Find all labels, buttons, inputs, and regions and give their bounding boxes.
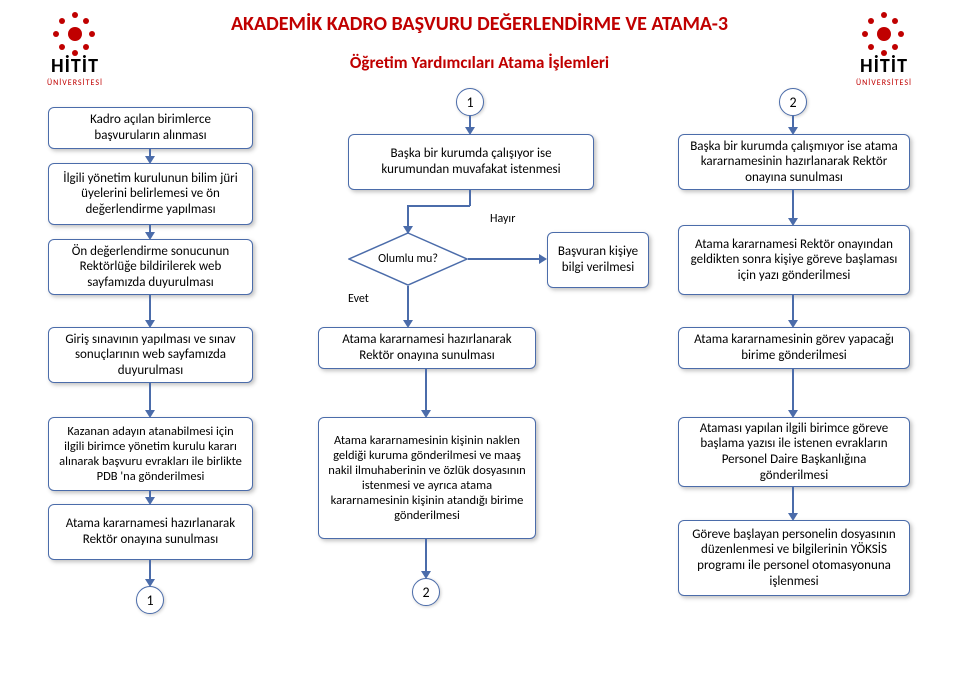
process-box-jury-preeval: İlgili yönetim kurulunun bilim jüri üyel… (48, 163, 253, 225)
page-subtitle: Öğretim Yardımcıları Atama İşlemleri (0, 52, 959, 73)
connector-1-top: 1 (456, 88, 484, 116)
process-box-decree-submit: Atama kararnamesi hazırlanarak Rektör on… (48, 504, 253, 560)
process-box-yoksis-register: Göreve başlayan personelin dosyasının dü… (678, 520, 910, 596)
process-box-winner-docs-pdb: Kazanan adayın atanabilmesi için ilgili … (48, 417, 253, 491)
page-title: AKADEMİK KADRO BAŞVURU DEĞERLENDİRME VE … (0, 12, 959, 36)
process-box-decree-approval: Atama kararnamesi hazırlanarak Rektör on… (318, 327, 536, 369)
process-box-unit-sends-docs: Ataması yapılan ilgili birimce göreve ba… (678, 417, 910, 487)
decision-olumlu: Olumlu mu? (348, 232, 468, 286)
process-box-exam-announce: Giriş sınavının yapılması ve sınav sonuç… (48, 327, 253, 383)
connector-1-bottom: 1 (136, 586, 164, 614)
edge-label-no: Hayır (490, 212, 515, 226)
connector-2-top: 2 (779, 88, 807, 116)
edge-label-yes: Evet (348, 292, 369, 306)
process-box-inform-applicant: Başvuran kişiye bilgi verilmesi (547, 232, 649, 288)
process-box-transfer-dispatch: Atama kararnamesinin kişinin naklen geld… (318, 417, 536, 539)
process-box-send-unit: Atama kararnamesinin görev yapacağı biri… (678, 327, 910, 369)
process-box-start-letter: Atama kararnamesi Rektör onayından geldi… (678, 225, 910, 295)
logo-sub: ÜNİVERSİTESİ (20, 78, 130, 88)
process-box-consent-request: Başka bir kurumda çalışıyor ise kurumund… (348, 134, 594, 190)
process-box-notworking-decree: Başka bir kurumda çalışmıyor ise atama k… (678, 134, 910, 190)
connector-2-bottom: 2 (412, 578, 440, 606)
logo-sub: ÜNİVERSİTESİ (829, 78, 939, 88)
decision-label: Olumlu mu? (348, 232, 468, 286)
process-box-receive-applications: Kadro açılan birimlerce başvuruların alı… (48, 107, 253, 149)
process-box-preeval-announce: Ön değerlendirme sonucunun Rektörlüğe bi… (48, 239, 253, 295)
